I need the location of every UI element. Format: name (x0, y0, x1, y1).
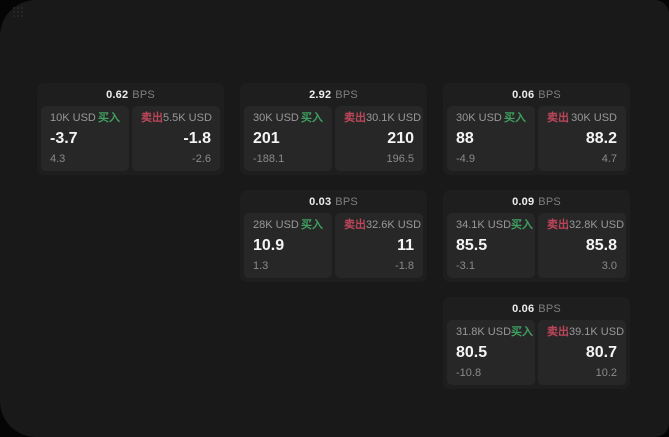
buy-button[interactable]: 买入 (511, 219, 534, 231)
card-header: 0.06 BPS (447, 297, 626, 320)
quote-panels: 10K USD 买入 -3.7 4.3 卖出 5.5K USD -1.8 -2.… (41, 106, 220, 171)
bps-unit-label: BPS (538, 88, 561, 101)
quote-panels: 30K USD 买入 201 -188.1 卖出 30.1K USD 210 1… (244, 106, 423, 171)
quote-card: 0.06 BPS 30K USD 买入 88 -4.9 卖出 30K USD 8… (443, 83, 630, 175)
sell-amount: 39.1K USD (569, 326, 625, 338)
quote-panels: 31.8K USD 买入 80.5 -10.8 卖出 39.1K USD 80.… (447, 320, 626, 385)
sell-price: 80.7 (585, 344, 617, 361)
quote-panels: 30K USD 买入 88 -4.9 卖出 30K USD 88.2 4.7 (447, 106, 626, 171)
bps-unit-label: BPS (335, 195, 358, 208)
bps-unit-label: BPS (538, 195, 561, 208)
quote-card: 2.92 BPS 30K USD 买入 201 -188.1 卖出 30.1K … (240, 83, 427, 175)
buy-button[interactable]: 买入 (301, 219, 323, 231)
sell-amount: 30K USD (571, 112, 617, 124)
bps-unit-label: BPS (538, 302, 561, 315)
quote-card: 0.09 BPS 34.1K USD 买入 85.5 -3.1 卖出 32.8K… (443, 190, 630, 282)
sell-button[interactable]: 卖出 (547, 326, 569, 338)
grid-dots-icon (13, 7, 25, 19)
buy-price: 201 (253, 130, 280, 147)
sell-panel[interactable]: 卖出 30.1K USD 210 196.5 (335, 106, 423, 171)
sell-amount: 5.5K USD (163, 112, 212, 124)
bps-value: 0.09 (512, 195, 535, 208)
buy-panel[interactable]: 34.1K USD 买入 85.5 -3.1 (447, 213, 535, 278)
buy-amount: 31.8K USD (456, 326, 512, 338)
buy-panel[interactable]: 30K USD 买入 88 -4.9 (447, 106, 535, 171)
buy-button[interactable]: 买入 (511, 326, 534, 338)
bps-value: 2.92 (309, 88, 332, 101)
buy-delta: -10.8 (456, 367, 482, 379)
buy-delta: 4.3 (50, 153, 66, 165)
buy-delta: -3.1 (456, 260, 475, 272)
card-header: 0.03 BPS (244, 190, 423, 213)
buy-amount: 30K USD (456, 112, 502, 124)
buy-amount: 28K USD (253, 219, 299, 231)
sell-panel[interactable]: 卖出 32.6K USD 11 -1.8 (335, 213, 423, 278)
sell-price: 88.2 (585, 130, 617, 147)
buy-price: 10.9 (253, 237, 285, 254)
buy-price: 80.5 (456, 344, 488, 361)
sell-price: -1.8 (183, 130, 211, 147)
sell-button[interactable]: 卖出 (141, 112, 163, 124)
bps-value: 0.06 (512, 88, 535, 101)
sell-price: 85.8 (585, 237, 617, 254)
sell-amount: 32.6K USD (366, 219, 422, 231)
buy-price: 88 (456, 130, 474, 147)
sell-button[interactable]: 卖出 (547, 112, 569, 124)
sell-panel[interactable]: 卖出 32.8K USD 85.8 3.0 (538, 213, 626, 278)
sell-price: 11 (397, 237, 414, 254)
sell-amount: 30.1K USD (366, 112, 422, 124)
buy-delta: -188.1 (253, 153, 285, 165)
buy-amount: 10K USD (50, 112, 96, 124)
bps-unit-label: BPS (335, 88, 358, 101)
buy-panel[interactable]: 28K USD 买入 10.9 1.3 (244, 213, 332, 278)
quote-card: 0.62 BPS 10K USD 买入 -3.7 4.3 卖出 5.5K USD… (37, 83, 224, 175)
buy-button[interactable]: 买入 (504, 112, 526, 124)
sell-panel[interactable]: 卖出 5.5K USD -1.8 -2.6 (132, 106, 220, 171)
buy-delta: 1.3 (253, 260, 269, 272)
buy-panel[interactable]: 10K USD 买入 -3.7 4.3 (41, 106, 129, 171)
sell-delta: 10.2 (595, 367, 617, 379)
sell-button[interactable]: 卖出 (547, 219, 569, 231)
quote-card: 0.03 BPS 28K USD 买入 10.9 1.3 卖出 32.6K US… (240, 190, 427, 282)
card-header: 0.62 BPS (41, 83, 220, 106)
sell-delta: -1.8 (395, 260, 414, 272)
card-header: 2.92 BPS (244, 83, 423, 106)
sell-panel[interactable]: 卖出 30K USD 88.2 4.7 (538, 106, 626, 171)
buy-panel[interactable]: 30K USD 买入 201 -188.1 (244, 106, 332, 171)
buy-amount: 34.1K USD (456, 219, 512, 231)
bps-unit-label: BPS (132, 88, 155, 101)
bps-value: 0.06 (512, 302, 535, 315)
sell-amount: 32.8K USD (569, 219, 625, 231)
sell-delta: 196.5 (386, 153, 414, 165)
buy-panel[interactable]: 31.8K USD 买入 80.5 -10.8 (447, 320, 535, 385)
buy-button[interactable]: 买入 (301, 112, 323, 124)
quote-panels: 34.1K USD 买入 85.5 -3.1 卖出 32.8K USD 85.8… (447, 213, 626, 278)
quote-panels: 28K USD 买入 10.9 1.3 卖出 32.6K USD 11 -1.8 (244, 213, 423, 278)
sell-button[interactable]: 卖出 (344, 219, 366, 231)
sell-price: 210 (387, 130, 414, 147)
sell-delta: -2.6 (192, 153, 211, 165)
bps-value: 0.03 (309, 195, 332, 208)
sell-button[interactable]: 卖出 (344, 112, 366, 124)
buy-delta: -4.9 (456, 153, 475, 165)
card-header: 0.06 BPS (447, 83, 626, 106)
quote-card: 0.06 BPS 31.8K USD 买入 80.5 -10.8 卖出 39.1… (443, 297, 630, 389)
buy-button[interactable]: 买入 (98, 112, 120, 124)
bps-value: 0.62 (106, 88, 129, 101)
buy-amount: 30K USD (253, 112, 299, 124)
card-header: 0.09 BPS (447, 190, 626, 213)
sell-delta: 4.7 (601, 153, 617, 165)
buy-price: 85.5 (456, 237, 488, 254)
buy-price: -3.7 (50, 130, 78, 147)
sell-panel[interactable]: 卖出 39.1K USD 80.7 10.2 (538, 320, 626, 385)
sell-delta: 3.0 (601, 260, 617, 272)
